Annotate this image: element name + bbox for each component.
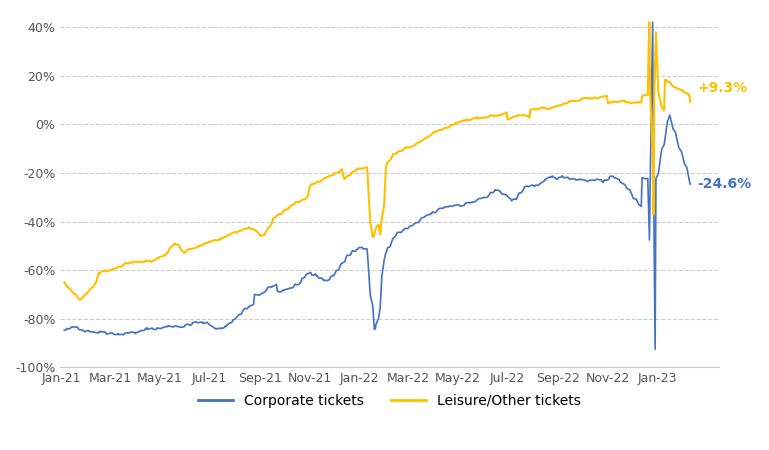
- Text: +9.3%: +9.3%: [697, 81, 747, 95]
- Legend: Corporate tickets, Leisure/Other tickets: Corporate tickets, Leisure/Other tickets: [192, 388, 587, 414]
- Text: -24.6%: -24.6%: [697, 177, 751, 191]
